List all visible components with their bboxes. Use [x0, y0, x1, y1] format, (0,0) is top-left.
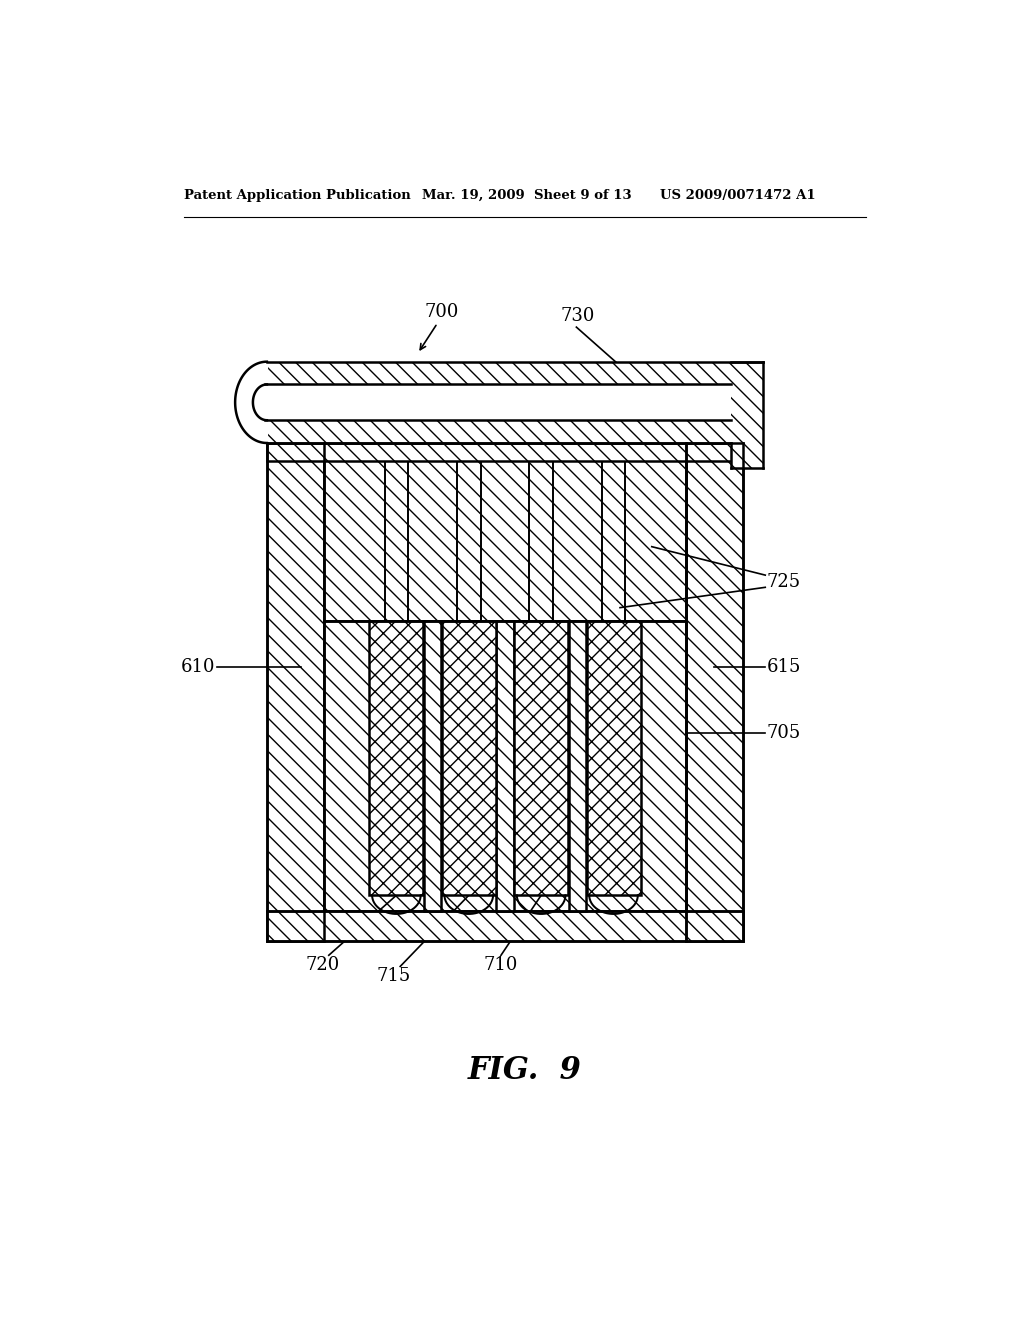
Text: 730: 730 — [560, 308, 595, 325]
Bar — [731, 362, 763, 469]
Text: US 2009/0071472 A1: US 2009/0071472 A1 — [659, 189, 815, 202]
Bar — [686, 444, 743, 941]
Text: 615: 615 — [767, 657, 801, 676]
Bar — [370, 620, 423, 895]
Text: 700: 700 — [424, 304, 459, 321]
Text: 725: 725 — [767, 573, 801, 591]
Text: 715: 715 — [377, 968, 411, 986]
Bar — [267, 444, 324, 941]
Bar — [497, 620, 514, 911]
Text: FIG.  9: FIG. 9 — [468, 1055, 582, 1085]
Text: Mar. 19, 2009  Sheet 9 of 13: Mar. 19, 2009 Sheet 9 of 13 — [422, 189, 631, 202]
Bar — [587, 620, 640, 895]
Bar — [324, 620, 686, 911]
Bar — [441, 620, 496, 895]
Text: 705: 705 — [767, 723, 801, 742]
Bar — [324, 444, 686, 620]
Bar — [267, 362, 763, 444]
Text: 610: 610 — [181, 657, 215, 676]
Text: 710: 710 — [483, 956, 518, 974]
Text: 720: 720 — [305, 956, 340, 974]
Bar — [267, 911, 743, 941]
Bar — [514, 620, 568, 895]
Bar — [267, 444, 743, 461]
Bar — [568, 620, 586, 911]
Bar — [264, 384, 731, 420]
Text: Patent Application Publication: Patent Application Publication — [183, 189, 411, 202]
Bar — [424, 620, 441, 911]
